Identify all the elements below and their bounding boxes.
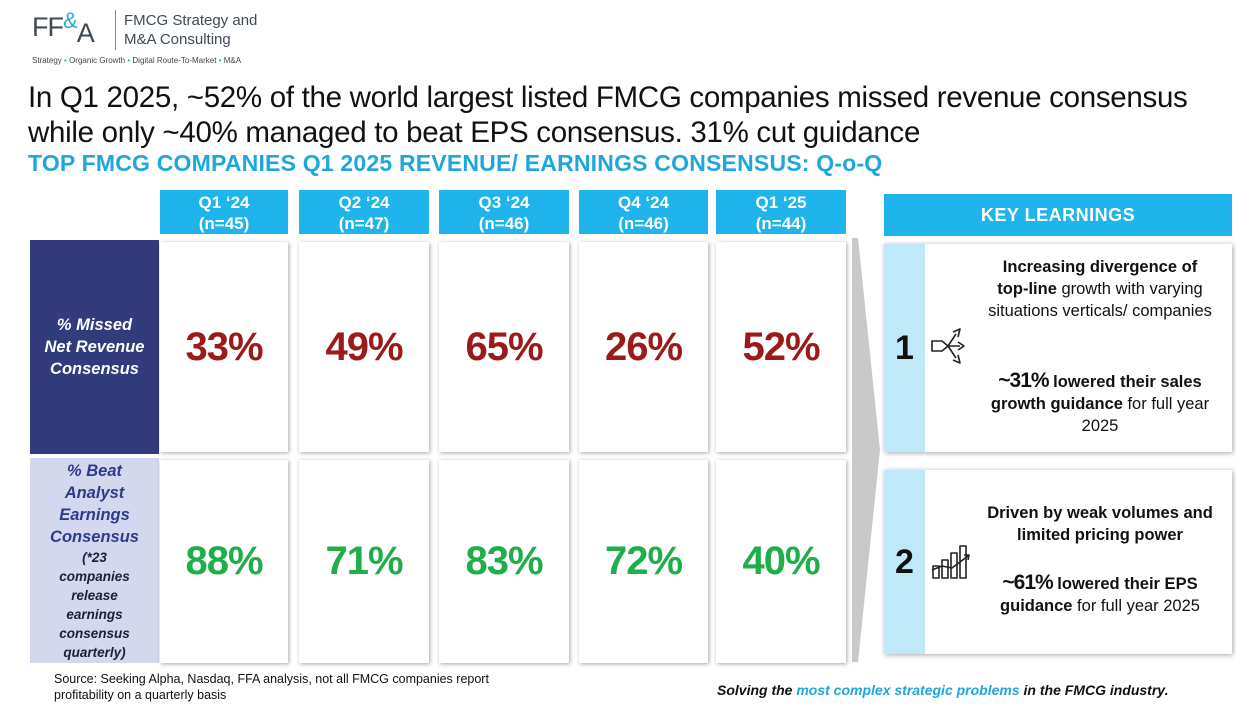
logo-name-line2: M&A Consulting	[124, 31, 231, 48]
kl1-stat-bold-b: growth guidance	[990, 395, 1123, 413]
tagline-post: in the FMCG industry.	[1019, 682, 1169, 698]
column-sample-size: (n=46)	[478, 214, 530, 233]
column-header-q3-24: Q3 ‘24 (n=46)	[439, 190, 569, 234]
kl2-stat-bold-a: lowered their EPS	[1052, 575, 1198, 593]
column-sample-size: (n=47)	[338, 214, 390, 233]
logo-tag-organic: Organic Growth	[69, 56, 126, 65]
tag-separator: •	[127, 56, 131, 65]
logo-company-name: FMCG Strategy and M&A Consulting	[124, 11, 257, 49]
row-label-beat-earnings: % Beat Analyst Earnings Consensus (*23 c…	[30, 458, 159, 663]
logo-a: A	[76, 18, 95, 48]
tagline-pre: Solving the	[717, 682, 797, 698]
column-sample-size: (n=45)	[198, 214, 250, 233]
bar-chart-growth-icon	[931, 545, 970, 579]
kl1-rest: growth with varying situations verticals…	[988, 280, 1212, 320]
cell-missed-q3-24: 65%	[439, 242, 569, 452]
key-learning-number: 1	[884, 244, 925, 452]
row-label-note: release	[71, 587, 118, 603]
logo-ff: FF	[32, 12, 64, 42]
row-label-note: (*23	[82, 549, 107, 565]
key-learning-2-stat: ~61% lowered their EPS guidance for full…	[972, 572, 1228, 617]
footer-tagline: Solving the most complex strategic probl…	[717, 682, 1168, 698]
column-quarter: Q3 ‘24	[478, 193, 530, 212]
cell-beat-q1-25: 40%	[716, 460, 846, 663]
kl1-stat-value: ~31%	[998, 369, 1049, 392]
key-learning-card-1: 1 Increasing divergence of top-line grow…	[884, 244, 1232, 452]
row-label-note: companies	[59, 568, 130, 584]
key-learning-card-2: 2 Driven by weak volumes and limited pri…	[884, 470, 1232, 654]
cell-missed-q2-24: 49%	[299, 242, 429, 452]
column-sample-size: (n=44)	[755, 214, 807, 233]
company-logo: FF&A	[32, 8, 95, 48]
kl2-stat-value: ~61%	[1002, 571, 1053, 594]
key-learning-number: 2	[884, 470, 925, 654]
row-label-line: Consensus	[50, 527, 139, 546]
cell-beat-q4-24: 72%	[579, 460, 708, 663]
column-quarter: Q2 ‘24	[338, 193, 390, 212]
column-header-q2-24: Q2 ‘24 (n=47)	[299, 190, 429, 234]
row-label-line: Earnings	[59, 505, 130, 524]
column-header-q4-24: Q4 ‘24 (n=46)	[579, 190, 708, 234]
tag-separator: •	[64, 56, 67, 65]
logo-tag-strategy: Strategy	[32, 56, 62, 65]
column-sample-size: (n=46)	[618, 214, 669, 233]
column-header-q1-25: Q1 ‘25 (n=44)	[716, 190, 846, 234]
logo-tagline: Strategy • Organic Growth • Digital Rout…	[32, 56, 241, 65]
chevron-arrow-icon	[852, 238, 880, 662]
column-quarter: Q1 ‘24	[198, 193, 250, 212]
key-learnings-header: KEY LEARNINGS	[884, 194, 1232, 236]
kl1-stat-bold-a: lowered their sales	[1048, 373, 1202, 391]
row-label-line: Net Revenue	[44, 338, 145, 356]
row-label-line: % Beat	[66, 461, 123, 480]
tagline-highlight: most complex strategic problems	[796, 682, 1020, 698]
logo-divider	[115, 10, 116, 50]
cell-missed-q1-25: 52%	[716, 242, 846, 452]
row-label-note: quarterly)	[63, 644, 126, 660]
column-quarter: Q4 ‘24	[617, 193, 670, 212]
key-learning-1-statement: Increasing divergence of top-line growth…	[972, 256, 1228, 322]
cell-missed-q4-24: 26%	[579, 242, 708, 452]
page-headline: In Q1 2025, ~52% of the world largest li…	[28, 81, 1188, 149]
key-learning-2-statement: Driven by weak volumes and limited prici…	[972, 502, 1228, 546]
kl1-bold-a: Increasing divergence of	[1002, 258, 1198, 276]
row-label-line: % Missed	[56, 316, 133, 334]
cell-beat-q2-24: 71%	[299, 460, 429, 663]
row-label-line: Analyst	[64, 483, 125, 502]
kl1-bold-b: top-line	[997, 280, 1057, 298]
key-learning-1-stat: ~31% lowered their sales growth guidance…	[972, 370, 1228, 437]
row-label-note: consensus	[59, 625, 130, 641]
logo-tag-digital: Digital Route-To-Market	[132, 56, 217, 65]
cell-beat-q1-24: 88%	[160, 460, 288, 663]
logo-tag-ma: M&A	[223, 56, 242, 65]
row-label-missed-revenue: % Missed Net Revenue Consensus	[30, 240, 159, 454]
row-label-note: earnings	[66, 606, 123, 622]
diverging-arrows-icon	[931, 328, 965, 364]
kl2-bold: Driven by weak volumes and limited prici…	[987, 504, 1213, 544]
logo-ampersand: &	[63, 8, 78, 33]
page-subheading: TOP FMCG COMPANIES Q1 2025 REVENUE/ EARN…	[28, 150, 883, 176]
cell-missed-q1-24: 33%	[160, 242, 288, 452]
column-header-q1-24: Q1 ‘24 (n=45)	[160, 190, 288, 234]
logo-name-line1: FMCG Strategy and	[124, 12, 258, 29]
kl1-stat-rest: for full year 2025	[1081, 395, 1210, 435]
column-quarter: Q1 ‘25	[755, 193, 807, 212]
tag-separator: •	[218, 56, 222, 65]
source-note: Source: Seeking Alpha, Nasdaq, FFA analy…	[54, 672, 489, 702]
kl2-stat-rest: for full year 2025	[1072, 597, 1200, 615]
cell-beat-q3-24: 83%	[439, 460, 569, 663]
row-label-line: Consensus	[50, 360, 139, 378]
kl2-stat-bold-b: guidance	[1000, 597, 1073, 615]
